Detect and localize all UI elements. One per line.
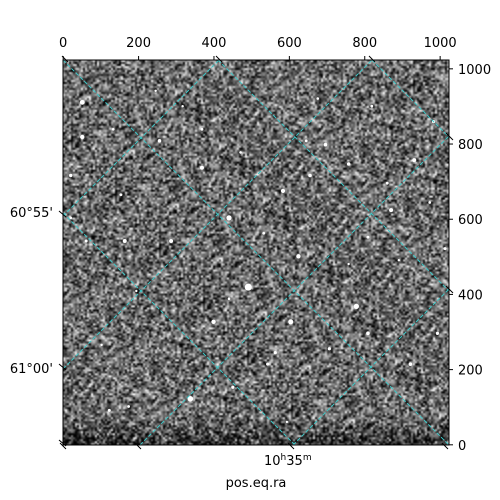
star-5 — [296, 254, 301, 259]
star-12 — [366, 331, 370, 336]
star-7 — [122, 238, 127, 243]
star-37 — [69, 216, 73, 220]
grid-line-dec-extra-1 — [217, 60, 449, 292]
star-3 — [353, 303, 359, 309]
plot-frame — [62, 59, 450, 446]
ra-tick-top-3 — [61, 55, 69, 63]
right-tick-label-400: 400 — [458, 288, 483, 303]
star-41 — [316, 97, 320, 100]
star-29 — [127, 405, 131, 408]
star-48 — [285, 420, 289, 424]
star-25 — [69, 173, 73, 178]
star-21 — [107, 408, 111, 412]
grid-line-dec-extra-0 — [63, 212, 296, 445]
ra-hours-unit: h — [281, 453, 287, 463]
star-50 — [111, 128, 115, 131]
star-44 — [262, 231, 266, 235]
grid-line-dec-extra-3 — [63, 60, 449, 445]
star-23 — [323, 142, 328, 147]
right-tick-label-600: 600 — [458, 213, 483, 228]
star-45 — [135, 289, 138, 293]
grid-line-ra-3 — [292, 288, 449, 445]
dec-tick-left-3 — [58, 439, 67, 447]
top-pixel-axis: 0 200 400 600 800 1000 — [59, 36, 457, 60]
ra-minutes-unit: m — [303, 453, 312, 463]
grid-line-ra-2 — [139, 135, 449, 445]
right-pixel-axis: 0 200 400 600 800 1000 — [449, 63, 491, 454]
top-tick-label-400: 400 — [202, 36, 227, 51]
grid-line-ra-1 — [63, 60, 373, 370]
star-13 — [346, 162, 351, 166]
star-42 — [397, 259, 401, 262]
stars-layer — [69, 89, 447, 424]
star-35 — [443, 247, 447, 251]
ra-tick-top-1 — [215, 55, 223, 63]
star-17 — [157, 139, 162, 143]
ra-tick-top-2 — [368, 55, 376, 63]
grid-line-dec-extra-2 — [371, 60, 449, 138]
top-tick-label-600: 600 — [277, 36, 302, 51]
star-10 — [169, 238, 174, 243]
dec-tick-left-2 — [58, 363, 67, 371]
right-tick-label-800: 800 — [458, 138, 483, 153]
star-49 — [428, 201, 432, 204]
star-26 — [231, 385, 235, 389]
star-8 — [199, 165, 204, 170]
star-47 — [100, 343, 103, 347]
dec-tick-right-1 — [445, 132, 454, 141]
top-tick-label-800: 800 — [352, 36, 377, 51]
ra-tick-bottom-2 — [287, 442, 295, 450]
star-34 — [119, 193, 123, 197]
star-4 — [226, 215, 232, 221]
star-6 — [79, 99, 85, 105]
dec-tick-right-2 — [445, 285, 454, 294]
dec-tick-left-1 — [58, 210, 67, 218]
star-28 — [435, 331, 440, 335]
star-24 — [80, 134, 85, 140]
ra-tick-bottom-3 — [441, 442, 449, 450]
star-40 — [154, 89, 157, 93]
star-38 — [227, 297, 231, 301]
star-46 — [347, 262, 350, 266]
star-36 — [370, 104, 374, 108]
coordinate-grid — [63, 60, 449, 445]
star-32 — [266, 362, 270, 366]
star-15 — [412, 158, 417, 163]
star-1 — [288, 319, 294, 325]
right-tick-label-1000: 1000 — [458, 63, 491, 78]
star-9 — [280, 188, 286, 193]
star-22 — [273, 351, 277, 355]
star-51 — [239, 151, 242, 154]
star-18 — [327, 347, 331, 351]
dec-ticks-left — [58, 55, 454, 450]
top-tick-label-1000: 1000 — [424, 36, 457, 51]
star-33 — [304, 139, 308, 143]
star-14 — [389, 208, 394, 213]
star-0 — [244, 283, 252, 291]
ra-label: 10h35m — [264, 453, 312, 469]
star-11 — [211, 319, 216, 324]
grid-line-ra-0 — [63, 60, 220, 217]
dec-label-2: 61°00' — [10, 362, 53, 377]
ra-tick-bottom-4 — [59, 442, 67, 450]
star-31 — [366, 235, 370, 239]
ra-hours: 10 — [264, 454, 281, 469]
ra-tick-bottom-1 — [134, 442, 142, 450]
star-16 — [308, 173, 312, 178]
x-axis-label: pos.eq.ra — [226, 476, 287, 491]
right-tick-label-200: 200 — [458, 364, 483, 379]
star-2 — [187, 396, 194, 402]
star-43 — [200, 127, 204, 131]
top-tick-label-200: 200 — [126, 36, 151, 51]
right-tick-label-0: 0 — [458, 439, 466, 454]
star-30 — [84, 239, 88, 243]
star-39 — [181, 105, 184, 108]
dec-label-1: 60°55' — [10, 206, 53, 221]
star-27 — [385, 181, 389, 185]
top-tick-label-0: 0 — [59, 36, 67, 51]
ra-minutes: 35 — [286, 454, 303, 469]
star-20 — [408, 362, 413, 366]
